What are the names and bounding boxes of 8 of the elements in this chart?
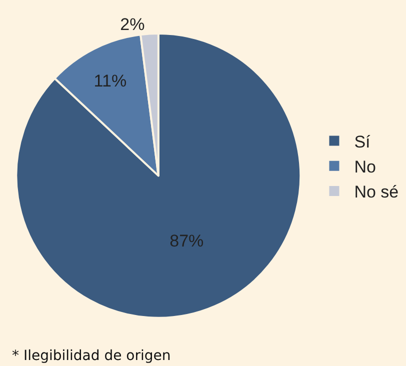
data-label: 2% <box>120 14 145 34</box>
legend-label: No <box>354 157 376 176</box>
legend-label: Sí <box>354 132 371 152</box>
data-label: 11% <box>94 72 127 91</box>
text: * Ilegibilidad de origen <box>12 348 171 364</box>
legend-label: No sé <box>354 182 399 202</box>
pie-slice <box>15 32 302 319</box>
data-label: 87% <box>170 231 204 250</box>
